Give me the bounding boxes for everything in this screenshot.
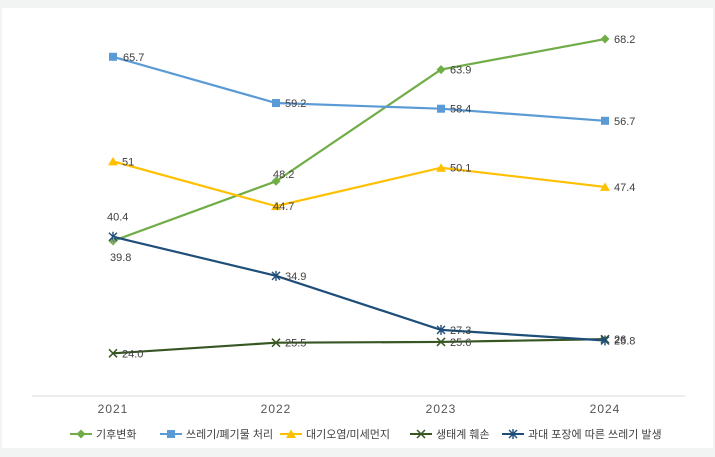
legend-item: 과대 포장에 따른 쓰레기 발생: [502, 428, 662, 441]
legend-item: 기후변화: [70, 428, 136, 441]
x-marker: [108, 348, 118, 358]
series-2: [109, 52, 609, 125]
legend-item: 쓰레기/폐기물 처리: [160, 428, 273, 441]
square-marker: [109, 52, 117, 61]
square-marker: [437, 104, 445, 113]
series-line: [112, 235, 606, 342]
label-leader-line: [111, 236, 115, 245]
x-tick-label: 2022: [261, 402, 292, 416]
legend-item: 대기오염/미세먼지: [280, 428, 390, 441]
star-marker: [271, 270, 281, 281]
legend-x-marker: [416, 429, 426, 439]
data-label: 25.8: [614, 336, 635, 348]
legend-label: 쓰레기/폐기물 처리: [186, 428, 273, 441]
data-label: 68.2: [614, 34, 635, 46]
x-tick-label: 2021: [98, 402, 129, 416]
data-label: 27.3: [450, 325, 471, 337]
series-line: [112, 338, 606, 355]
legend-label: 생태계 훼손: [436, 428, 490, 441]
legend-diamond-marker: [76, 429, 86, 439]
legend-star-marker: [508, 429, 518, 439]
triangle-marker: [271, 201, 281, 211]
series-line: [112, 55, 606, 122]
series-5: [108, 231, 610, 346]
x-marker: [271, 338, 281, 348]
x-tick-label: 2023: [426, 402, 457, 416]
legend-square-marker: [167, 430, 175, 438]
data-label: 25.5: [285, 338, 306, 350]
legend-label: 과대 포장에 따른 쓰레기 발생: [528, 428, 662, 441]
diamond-marker: [436, 65, 446, 75]
data-label: 51: [122, 156, 134, 168]
triangle-marker: [436, 163, 446, 172]
data-label: 47.4: [614, 182, 635, 194]
data-label: 48.2: [273, 169, 294, 181]
data-label: 44.7: [273, 201, 294, 213]
square-marker: [601, 116, 609, 125]
data-label: 56.7: [614, 116, 635, 128]
series-4: [108, 334, 610, 358]
data-label: 34.9: [285, 271, 306, 283]
data-label: 58.4: [450, 104, 471, 116]
triangle-marker: [600, 182, 610, 191]
series-1: [108, 34, 610, 246]
star-marker: [436, 324, 446, 335]
diamond-marker: [271, 176, 281, 186]
legend-item: 생태계 훼손: [410, 428, 490, 441]
data-label: 25.6: [450, 337, 471, 349]
data-label: 24.0: [122, 348, 143, 360]
series-line: [112, 37, 606, 243]
triangle-marker: [108, 156, 118, 166]
chart-panel: 39.8 48.2 63.9 68.2 65.7 59.2 58.4 56.7 51 44.7 50…: [2, 8, 713, 448]
data-label: 50.1: [450, 163, 471, 175]
diamond-marker: [600, 34, 610, 44]
data-label: 40.4: [107, 212, 128, 224]
data-label: 39.8: [110, 252, 131, 264]
x-tick-label: 2024: [590, 402, 621, 416]
series-line: [112, 160, 606, 208]
star-marker: [600, 335, 610, 346]
series-3: [108, 156, 610, 211]
legend-triangle-marker: [286, 429, 296, 438]
square-marker: [272, 99, 280, 108]
line-chart: 39.8 48.2 63.9 68.2 65.7 59.2 58.4 56.7 51 44.7 50…: [32, 34, 685, 441]
data-label: 26: [614, 334, 626, 346]
x-marker: [436, 337, 446, 347]
legend-label: 대기오염/미세먼지: [306, 428, 390, 441]
data-label: 63.9: [450, 65, 471, 77]
data-label: 65.7: [123, 52, 144, 64]
legend-label: 기후변화: [96, 428, 136, 441]
data-label: 59.2: [285, 98, 306, 110]
